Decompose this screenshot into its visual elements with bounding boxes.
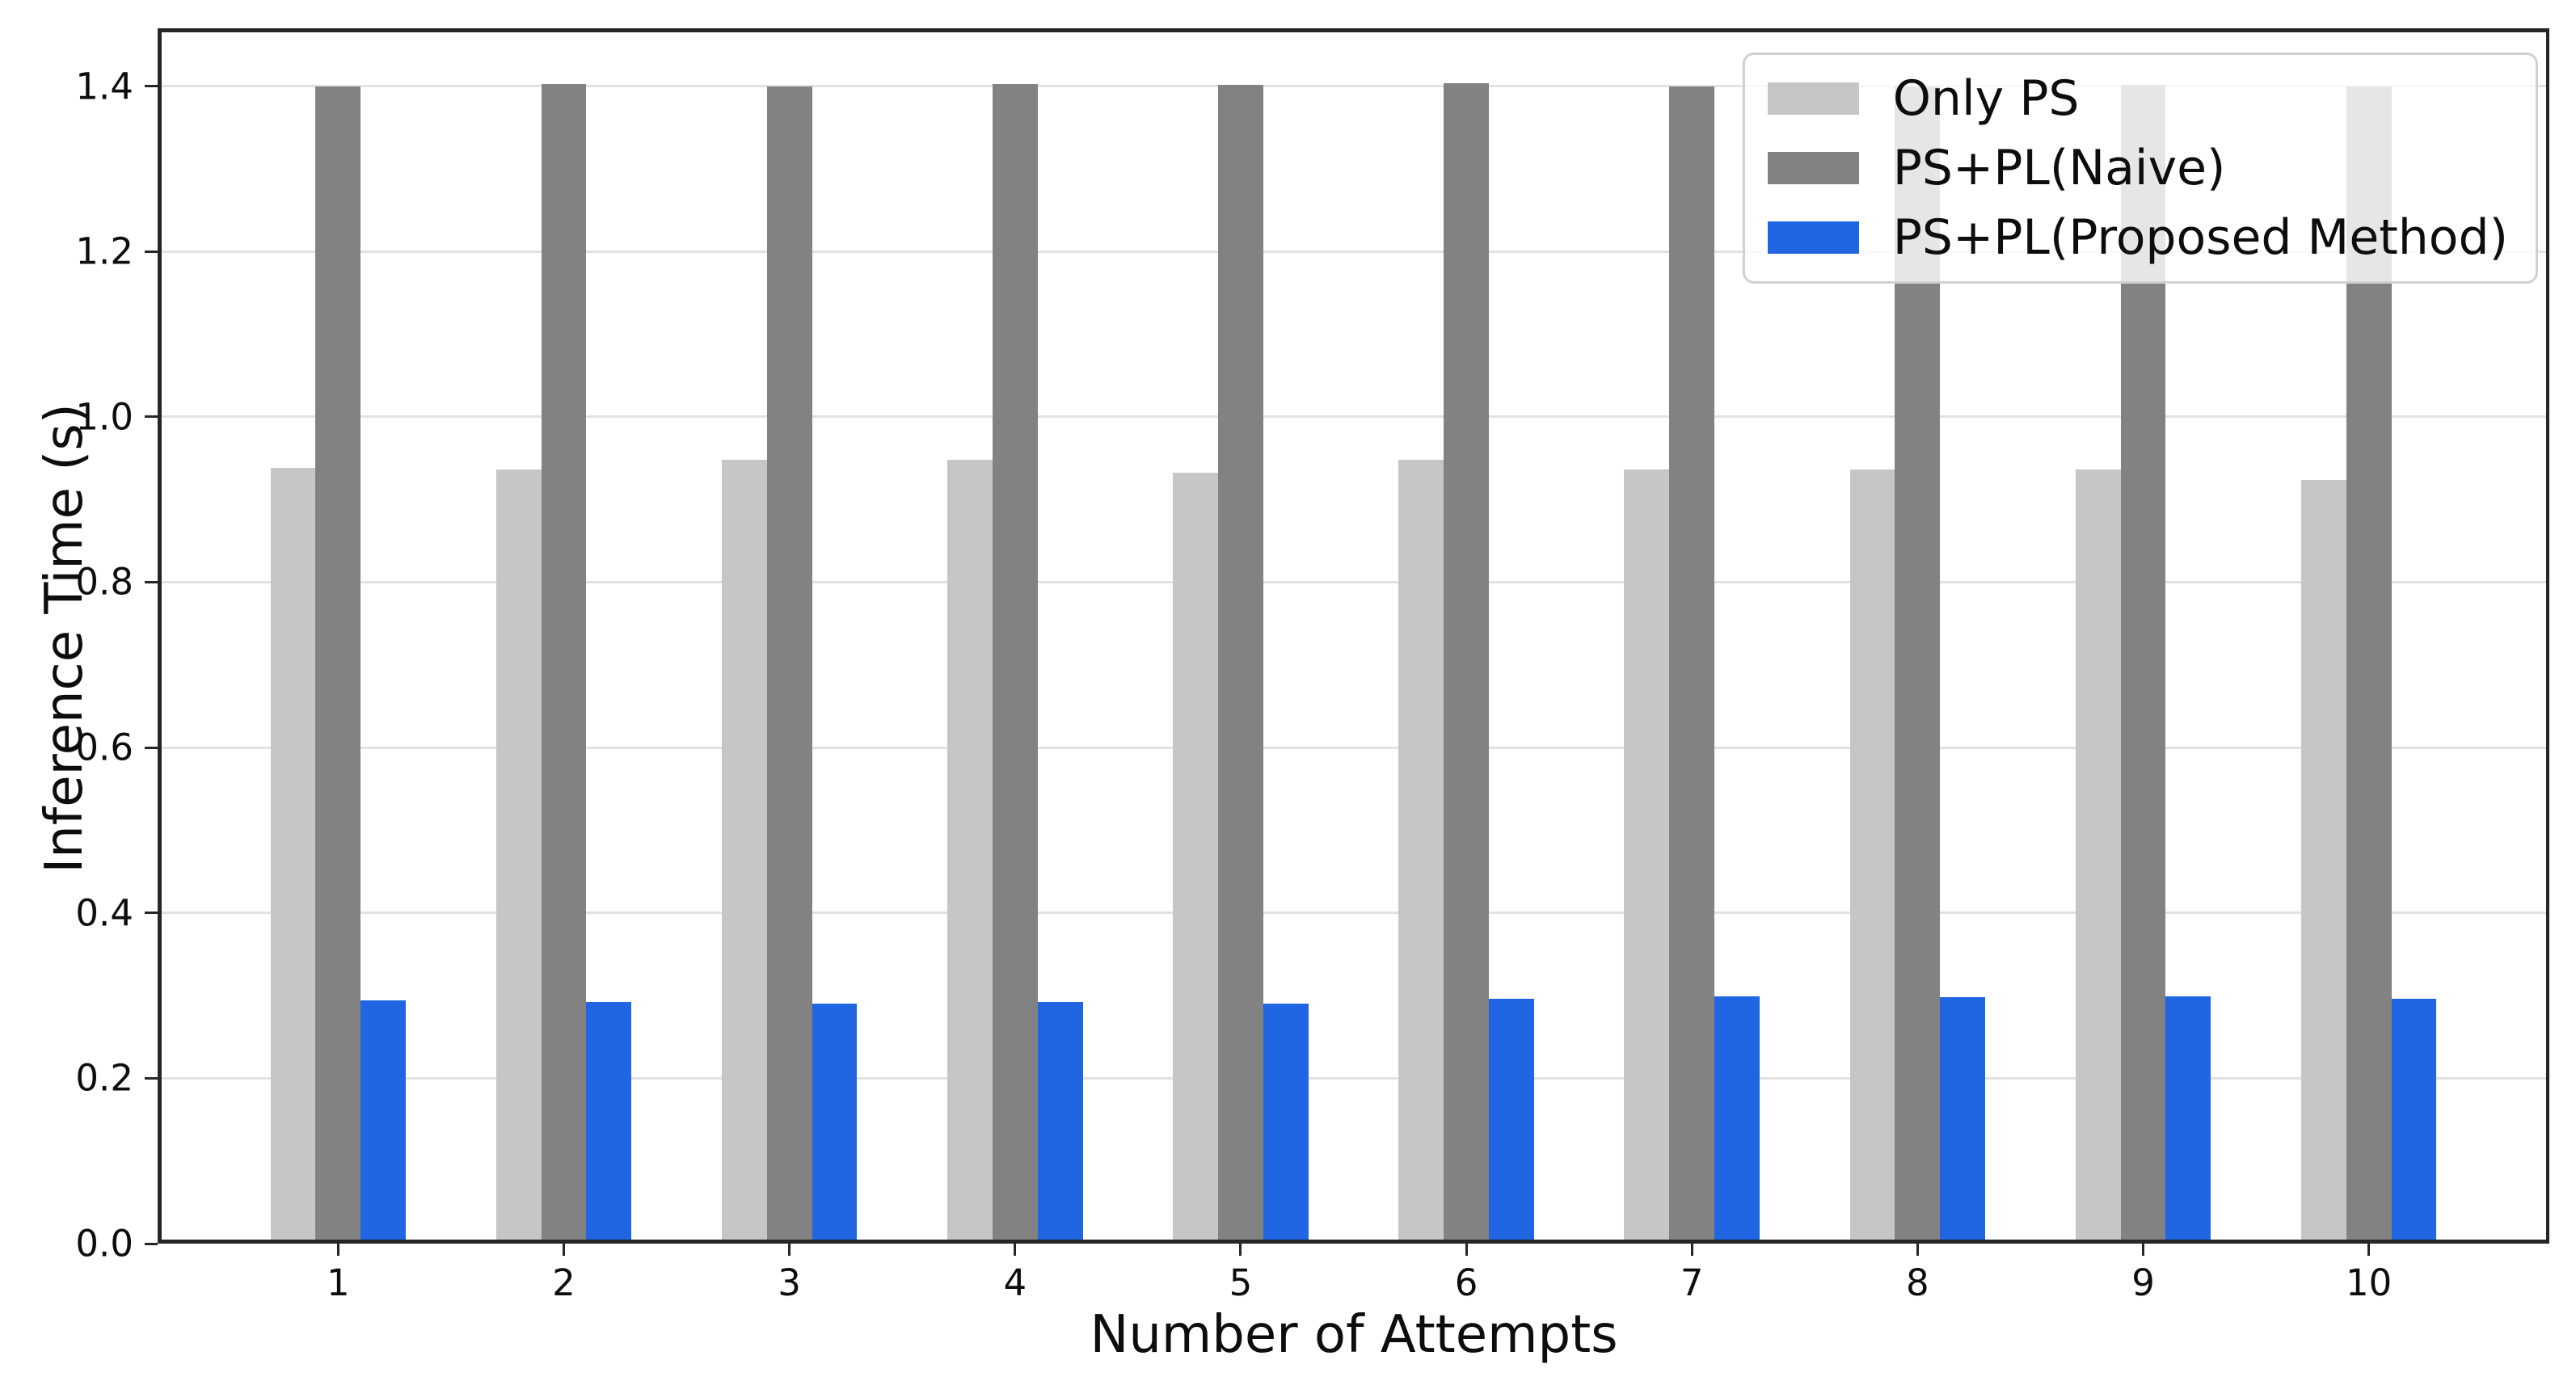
y-tick-label: 0.4 bbox=[75, 891, 133, 935]
bar-only-ps-attempt-6 bbox=[1398, 460, 1444, 1244]
bar-ps-pl-proposed-method--attempt-5 bbox=[1263, 1004, 1309, 1244]
bar-ps-pl-naive--attempt-4 bbox=[992, 83, 1038, 1244]
bar-ps-pl-naive--attempt-7 bbox=[1669, 86, 1715, 1244]
y-tick-mark bbox=[145, 415, 158, 419]
legend-swatch bbox=[1767, 221, 1859, 254]
y-tick-label: 1.4 bbox=[75, 65, 133, 108]
x-tick-label: 10 bbox=[2346, 1261, 2393, 1304]
y-tick-mark bbox=[145, 1076, 158, 1080]
bar-only-ps-attempt-5 bbox=[1173, 473, 1218, 1244]
legend-label: PS+PL(Proposed Method) bbox=[1892, 209, 2508, 266]
legend-item: Only PS bbox=[1767, 70, 2508, 127]
bar-only-ps-attempt-3 bbox=[721, 460, 767, 1244]
y-tick-mark bbox=[145, 85, 158, 88]
legend-item: PS+PL(Proposed Method) bbox=[1767, 209, 2508, 266]
y-tick-mark bbox=[145, 912, 158, 915]
y-axis-label: Inference Time (s) bbox=[35, 403, 95, 874]
bar-ps-pl-naive--attempt-2 bbox=[541, 83, 587, 1244]
y-tick-mark bbox=[145, 746, 158, 749]
y-tick-label: 1.2 bbox=[75, 229, 133, 273]
x-axis-label: Number of Attempts bbox=[1090, 1305, 1618, 1365]
legend-label: Only PS bbox=[1892, 70, 2080, 127]
x-tick-mark bbox=[1239, 1244, 1242, 1256]
gridline bbox=[158, 746, 2549, 749]
legend-swatch bbox=[1767, 82, 1859, 115]
bar-ps-pl-proposed-method--attempt-6 bbox=[1488, 999, 1534, 1244]
bar-ps-pl-proposed-method--attempt-7 bbox=[1714, 996, 1760, 1244]
x-tick-mark bbox=[788, 1244, 791, 1256]
bar-ps-pl-proposed-method--attempt-2 bbox=[586, 1002, 632, 1244]
bar-ps-pl-proposed-method--attempt-3 bbox=[812, 1004, 858, 1244]
x-tick-label: 4 bbox=[1003, 1261, 1027, 1304]
y-tick-label: 1.0 bbox=[75, 395, 133, 439]
x-tick-label: 5 bbox=[1229, 1261, 1253, 1304]
bar-ps-pl-naive--attempt-5 bbox=[1218, 84, 1263, 1244]
gridline bbox=[158, 250, 2549, 253]
x-tick-mark bbox=[1690, 1244, 1693, 1256]
x-tick-label: 6 bbox=[1454, 1261, 1478, 1304]
y-tick-mark bbox=[145, 250, 158, 253]
x-tick-label: 3 bbox=[778, 1261, 801, 1304]
bar-ps-pl-proposed-method--attempt-4 bbox=[1037, 1002, 1083, 1244]
bar-only-ps-attempt-2 bbox=[495, 469, 542, 1244]
bar-ps-pl-proposed-method--attempt-10 bbox=[2391, 999, 2437, 1244]
x-tick-mark bbox=[2142, 1244, 2145, 1256]
y-tick-label: 0.6 bbox=[75, 726, 133, 769]
y-axis-spine bbox=[158, 28, 162, 1244]
x-tick-mark bbox=[2367, 1244, 2371, 1256]
bar-only-ps-attempt-4 bbox=[947, 460, 993, 1244]
bar-ps-pl-naive--attempt-3 bbox=[766, 86, 812, 1244]
x-tick-label: 9 bbox=[2131, 1261, 2155, 1304]
x-tick-mark bbox=[1014, 1244, 1017, 1256]
x-axis-spine bbox=[158, 1240, 2549, 1244]
x-tick-label: 7 bbox=[1680, 1261, 1704, 1304]
gridline bbox=[158, 580, 2549, 583]
bar-only-ps-attempt-10 bbox=[2300, 479, 2346, 1244]
bar-only-ps-attempt-8 bbox=[1849, 469, 1895, 1244]
y-tick-mark bbox=[145, 580, 158, 583]
y-tick-mark bbox=[145, 1242, 158, 1245]
x-tick-mark bbox=[562, 1244, 565, 1256]
plot-area: Only PS PS+PL(Naive) PS+PL(Proposed Method… bbox=[158, 28, 2549, 1244]
legend-item: PS+PL(Naive) bbox=[1767, 140, 2508, 196]
x-tick-label: 2 bbox=[552, 1261, 575, 1304]
bar-ps-pl-naive--attempt-6 bbox=[1444, 82, 1489, 1244]
x-tick-label: 8 bbox=[1906, 1261, 1929, 1304]
x-tick-mark bbox=[336, 1244, 339, 1256]
bar-ps-pl-proposed-method--attempt-9 bbox=[2165, 996, 2211, 1244]
bar-only-ps-attempt-9 bbox=[2075, 469, 2121, 1244]
bar-ps-pl-naive--attempt-1 bbox=[315, 86, 361, 1244]
y-tick-label: 0.8 bbox=[75, 560, 133, 604]
x-tick-mark bbox=[1465, 1244, 1468, 1256]
bar-only-ps-attempt-1 bbox=[270, 468, 316, 1244]
gridline bbox=[158, 1076, 2549, 1080]
top-spine bbox=[158, 28, 2549, 32]
gridline bbox=[158, 912, 2549, 915]
x-tick-label: 1 bbox=[326, 1261, 350, 1304]
legend: Only PS PS+PL(Naive) PS+PL(Proposed Method… bbox=[1742, 53, 2538, 284]
y-tick-label: 0.0 bbox=[75, 1222, 133, 1265]
right-spine bbox=[2546, 28, 2549, 1244]
bar-ps-pl-proposed-method--attempt-1 bbox=[360, 1000, 407, 1244]
legend-swatch bbox=[1767, 152, 1859, 184]
x-tick-mark bbox=[1916, 1244, 1919, 1256]
y-tick-label: 0.2 bbox=[75, 1056, 133, 1100]
bar-only-ps-attempt-7 bbox=[1624, 469, 1670, 1244]
bar-ps-pl-proposed-method--attempt-8 bbox=[1940, 997, 1986, 1244]
gridline bbox=[158, 415, 2549, 419]
gridline bbox=[158, 85, 2549, 88]
legend-label: PS+PL(Naive) bbox=[1892, 140, 2226, 196]
